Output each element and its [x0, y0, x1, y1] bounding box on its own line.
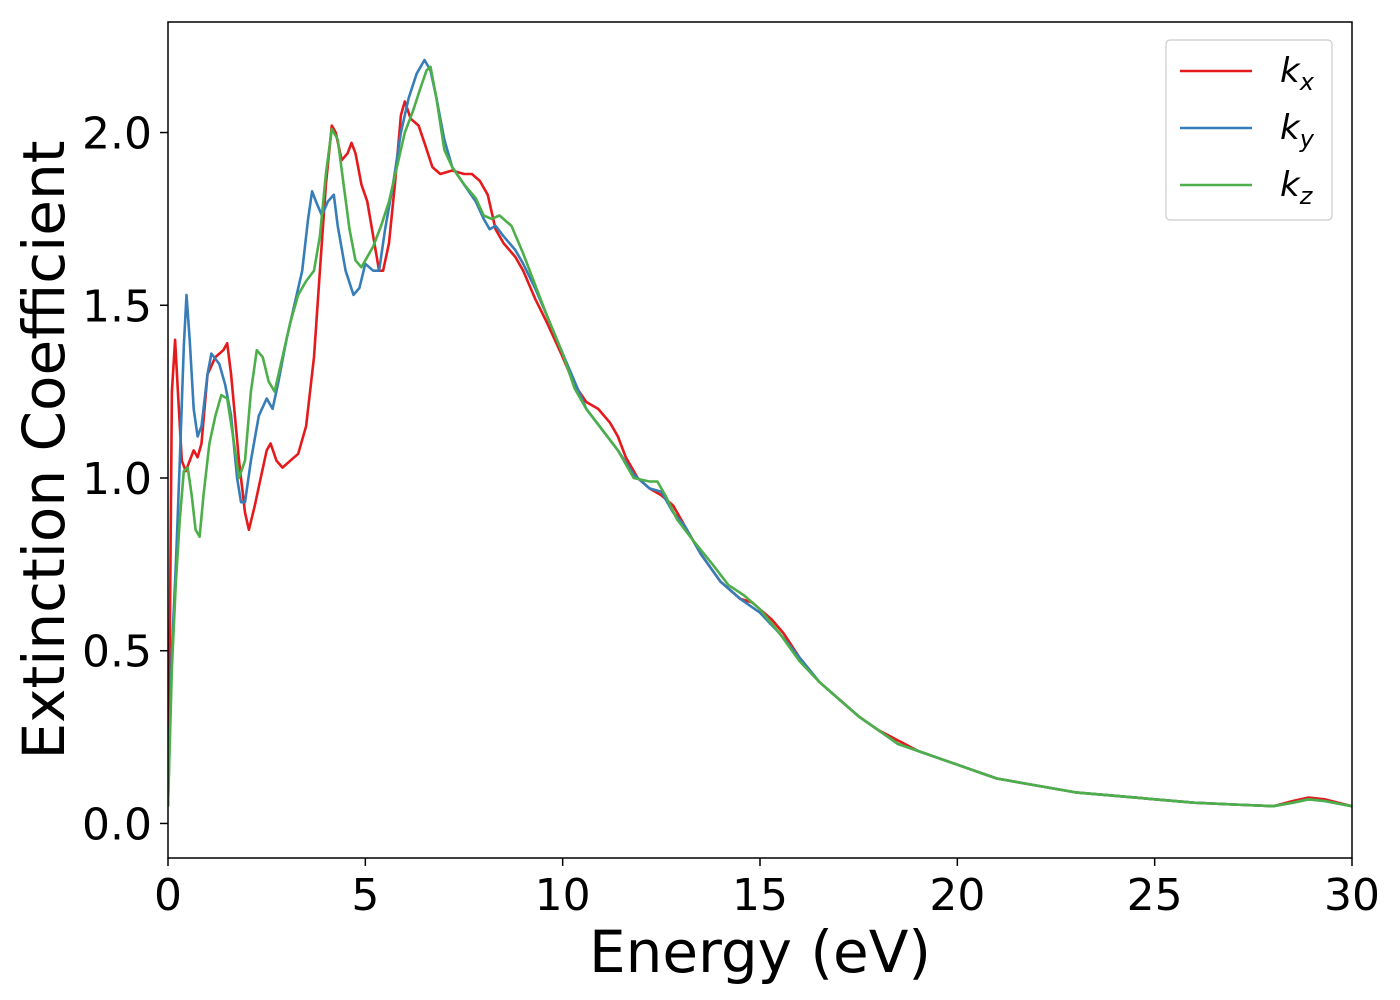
y-tick-label: 1.5 — [82, 281, 152, 332]
x-tick-label: 25 — [1127, 870, 1183, 921]
plot-area: 0 5 10 15 20 25 30 0.0 0.5 1.0 1.5 2.0 — [82, 21, 1380, 921]
series-line-kz — [168, 65, 1352, 808]
legend-box — [1165, 39, 1333, 221]
x-tick-label: 10 — [535, 870, 591, 921]
x-tick-label: 5 — [351, 870, 379, 921]
y-tick-label: 0.0 — [82, 799, 152, 850]
x-tick-label: 15 — [732, 870, 788, 921]
y-axis-title: Extinction Coefficient — [10, 141, 78, 760]
series-layer — [168, 58, 1352, 808]
x-axis-title: Energy (eV) — [589, 918, 931, 986]
legend-label-kx: kx — [1280, 51, 1315, 96]
y-tick-label: 1.0 — [82, 454, 152, 505]
x-tick-label: 20 — [929, 870, 985, 921]
x-tick-label: 0 — [154, 870, 182, 921]
ticks-layer: 0 5 10 15 20 25 30 0.0 0.5 1.0 1.5 2.0 — [82, 109, 1380, 921]
y-tick-label: 0.5 — [82, 627, 152, 678]
y-tick-label: 2.0 — [82, 109, 152, 160]
x-tick-label: 30 — [1324, 870, 1380, 921]
